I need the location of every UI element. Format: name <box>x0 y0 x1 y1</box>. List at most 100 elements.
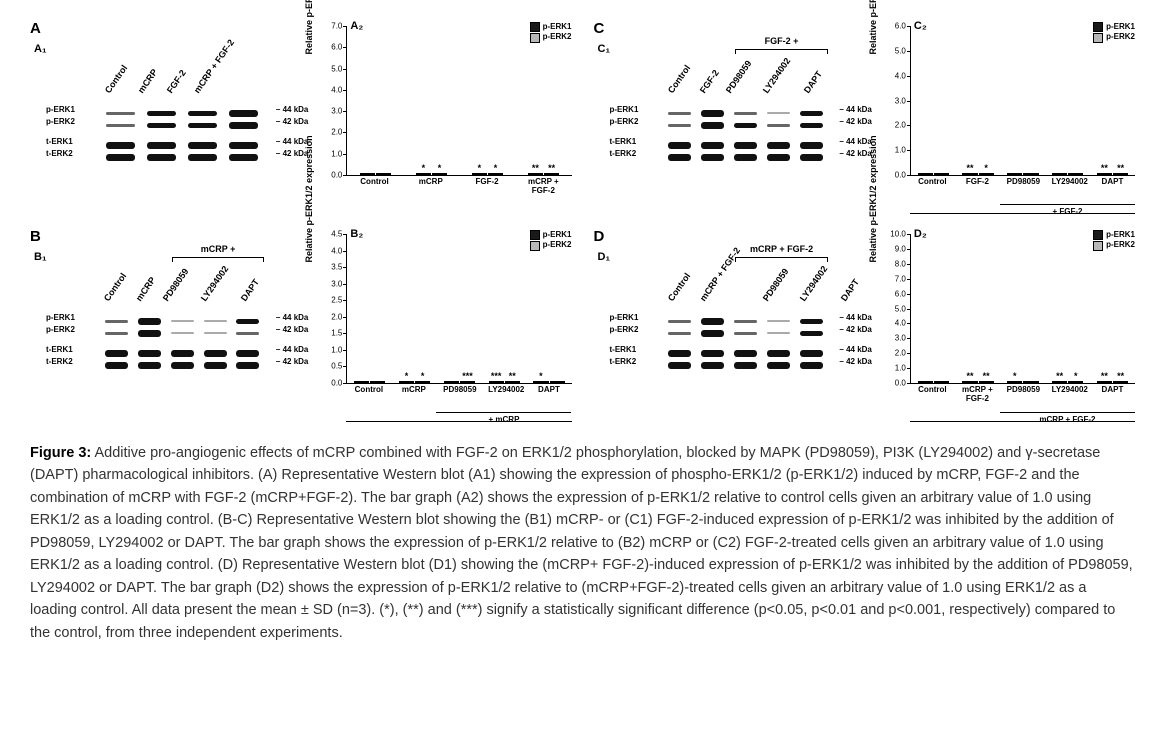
chart-xgroup-wrap: + FGF-2 <box>910 202 1135 216</box>
blot-band <box>105 350 128 357</box>
blot-lane-label: DAPT <box>839 277 861 303</box>
bar-significance: * <box>984 163 988 173</box>
blot-lane-label: LY294002 <box>761 56 793 95</box>
chart-bar <box>1023 381 1038 383</box>
blot-kda: – 42 kDa <box>276 117 308 126</box>
blot-row <box>664 107 828 119</box>
panel-main-letter: A <box>30 20 308 37</box>
chart-plot: 0.01.02.03.04.05.06.07.0******** <box>346 26 571 176</box>
blot-lane-label: PD98059 <box>760 267 790 303</box>
blot-kda: – 42 kDa <box>839 149 871 158</box>
blot-band <box>800 142 823 149</box>
chart-xgroup-label: mCRP + FGF-2 <box>1000 412 1135 424</box>
blot-band <box>147 123 176 128</box>
blot-band <box>138 362 161 369</box>
blot-lane-label: LY294002 <box>798 264 830 303</box>
chart-bar <box>444 381 459 383</box>
blot-band <box>767 112 790 114</box>
chart-xgroup-wrap: mCRP + FGF-2 <box>910 410 1135 424</box>
bar-significance: ** <box>1056 371 1063 381</box>
blot-row-label: t-ERK1 <box>610 345 637 354</box>
ytick-label: 6.0 <box>331 43 342 52</box>
bar-group: **** <box>1097 173 1128 175</box>
blot-row <box>664 139 828 151</box>
blot-band <box>138 330 161 337</box>
blot-area: C₁ControlFGF-2PD98059LY294002DAPTFGF-2 +… <box>594 39 872 169</box>
bar-group <box>354 381 385 383</box>
blot-kda: – 42 kDa <box>839 117 871 126</box>
ytick-label: 4.0 <box>895 71 906 80</box>
ytick-label: 4.0 <box>331 246 342 255</box>
blot-lane-label: PD98059 <box>161 267 191 303</box>
blot-lane-label: Control <box>665 271 692 303</box>
ytick-label: 3.0 <box>331 107 342 116</box>
blot-row <box>100 315 264 327</box>
blot-group-bracket <box>172 257 265 262</box>
blot-band <box>188 142 217 149</box>
chart-bar: * <box>533 381 548 383</box>
bar-chart: D₂Relative p-ERK1/2 expressionp-ERK1p-ER… <box>872 228 1137 424</box>
blot-row-label: t-ERK1 <box>610 137 637 146</box>
blot-lane-label: mCRP + FGF-2 <box>192 38 236 95</box>
bar-group: ** <box>472 173 503 175</box>
blot-band <box>734 320 757 323</box>
blot-band <box>668 112 691 115</box>
ytick-label: 2.5 <box>331 296 342 305</box>
chart-bar: * <box>1068 381 1083 383</box>
bar-group: **** <box>528 173 559 175</box>
chart-bar: * <box>416 173 431 175</box>
chart-bar <box>918 381 933 383</box>
bar-significance: * <box>1074 371 1078 381</box>
bar-group: *** <box>1052 381 1083 383</box>
blot-band <box>188 123 217 128</box>
blot-band <box>229 154 258 161</box>
chart-ylabel: Relative p-ERK1/2 expression <box>868 0 878 54</box>
chart-bar: * <box>432 173 447 175</box>
blot-band <box>800 123 823 128</box>
ytick-label: 6.0 <box>895 22 906 31</box>
bar-chart: A₂Relative p-ERK1/2 expressionp-ERK1p-ER… <box>308 20 573 216</box>
blot-area: D₁ControlmCRP + FGF-2PD98059LY294002DAPT… <box>594 247 872 377</box>
chart-bar: ** <box>505 381 520 383</box>
blot-band <box>767 124 790 127</box>
bar-significance: * <box>421 371 425 381</box>
panel-A: AA₁ControlmCRPFGF-2mCRP + FGF-2p-ERK1– 4… <box>30 20 574 216</box>
bar-groups: ******* <box>911 26 1135 175</box>
blot-band <box>668 124 691 127</box>
chart-xlabels: ControlmCRPFGF-2mCRP +FGF-2 <box>346 176 571 216</box>
blot-band <box>236 319 259 324</box>
blot-row-label: t-ERK2 <box>46 149 73 158</box>
blot-band <box>105 332 128 335</box>
chart-bar <box>918 173 933 175</box>
blot-group-bracket <box>735 49 828 54</box>
ytick-label: 6.0 <box>895 289 906 298</box>
ytick-label: 5.0 <box>331 64 342 73</box>
blot-band <box>204 332 227 334</box>
ytick-label: 0.0 <box>895 171 906 180</box>
bar-significance: ** <box>1101 371 1108 381</box>
bar-significance: ** <box>532 163 539 173</box>
blot-kda: – 44 kDa <box>839 345 871 354</box>
blot-row-label: p-ERK1 <box>46 105 75 114</box>
ytick-label: 0.5 <box>331 362 342 371</box>
blot-kda: – 44 kDa <box>839 137 871 146</box>
chart-bar: ** <box>962 381 977 383</box>
bar-chart: C₂Relative p-ERK1/2 expressionp-ERK1p-ER… <box>872 20 1137 216</box>
chart-plot: 0.01.02.03.04.05.06.0******* <box>910 26 1135 176</box>
bar-significance: * <box>405 371 409 381</box>
chart-plot: 0.00.51.01.52.02.53.03.54.04.5**********… <box>346 234 571 384</box>
blot-row <box>664 347 828 359</box>
chart-bar <box>1052 173 1067 175</box>
bar-group <box>918 381 949 383</box>
chart-xlabel: mCRP <box>415 176 447 216</box>
chart-ylabel: Relative p-ERK1/2 expression <box>868 135 878 262</box>
bar-significance: ** <box>1117 371 1124 381</box>
blot-lane-label: mCRP <box>136 67 160 95</box>
blot-row <box>100 139 264 151</box>
ytick-label: 7.0 <box>895 274 906 283</box>
blot-kda: – 44 kDa <box>276 345 308 354</box>
blot-lane-labels: ControlmCRPFGF-2mCRP + FGF-2 <box>110 85 264 95</box>
blot-band <box>138 350 161 357</box>
blot-row <box>664 359 828 371</box>
blot-band <box>701 154 724 161</box>
